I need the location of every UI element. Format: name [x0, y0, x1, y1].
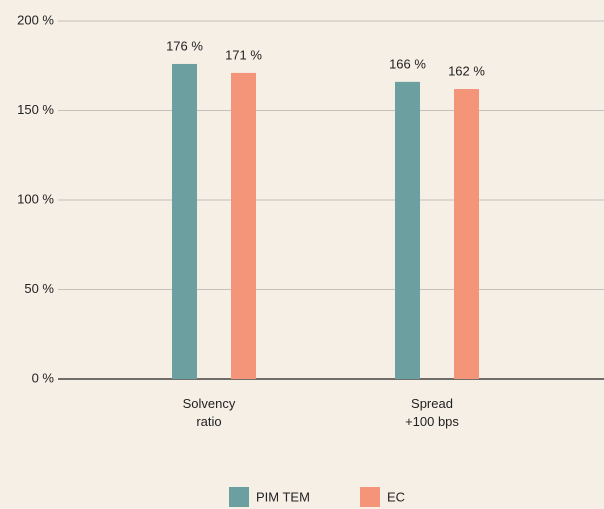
data-label: 162 %	[448, 63, 485, 78]
data-label: 166 %	[389, 56, 426, 71]
y-tick-label: 50 %	[24, 281, 54, 296]
data-label: 176 %	[166, 38, 203, 53]
x-tick-label: Solvency ratio	[183, 396, 236, 429]
y-tick-label: 150 %	[17, 102, 54, 117]
legend-swatch	[229, 487, 249, 507]
y-tick-label: 200 %	[17, 12, 54, 27]
legend-label: EC	[387, 489, 405, 504]
data-label: 171 %	[225, 47, 262, 62]
legend-label: PIM TEM	[256, 489, 310, 504]
bar	[395, 81, 420, 380]
y-tick-label: 0 %	[32, 370, 55, 385]
bar	[231, 72, 256, 379]
y-tick-label: 100 %	[17, 191, 54, 206]
legend-swatch	[360, 487, 380, 507]
bar	[454, 89, 479, 380]
x-tick-label: Spread +100 bps	[405, 396, 459, 429]
bar	[172, 63, 197, 380]
